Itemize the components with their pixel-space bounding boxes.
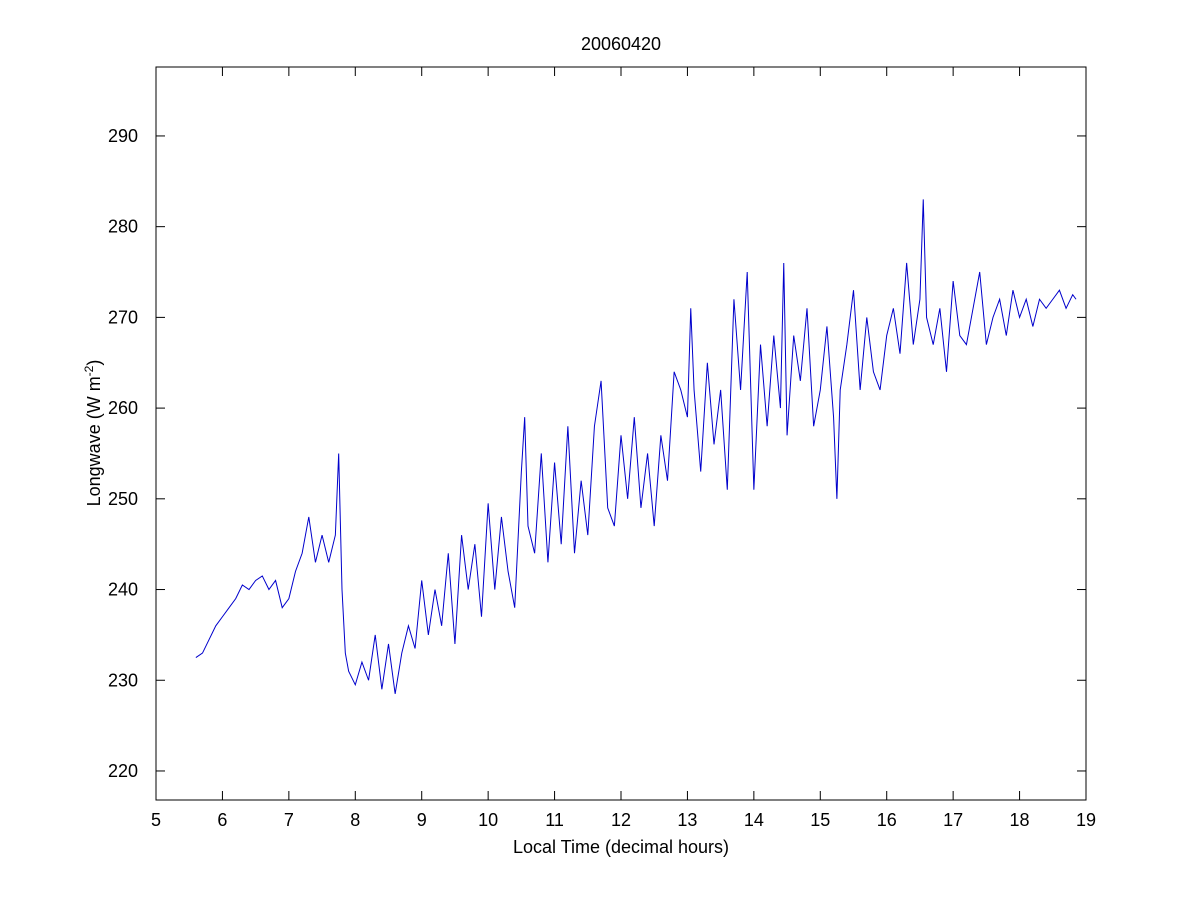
y-label-text: Longwave (W m [84, 376, 104, 506]
y-label-end: ) [84, 360, 104, 366]
y-tick-label: 290 [108, 126, 138, 146]
y-tick-label: 240 [108, 580, 138, 600]
y-tick-label: 270 [108, 307, 138, 327]
y-tick-label: 220 [108, 761, 138, 781]
x-tick-label: 19 [1076, 810, 1096, 830]
x-tick-label: 16 [877, 810, 897, 830]
x-tick-label: 8 [350, 810, 360, 830]
x-tick-label: 15 [810, 810, 830, 830]
y-tick-label: 280 [108, 217, 138, 237]
x-tick-label: 7 [284, 810, 294, 830]
y-label-sup: -2 [82, 365, 96, 376]
x-axis-label: Local Time (decimal hours) [513, 837, 729, 857]
data-line [195, 199, 1077, 694]
x-tick-label: 5 [151, 810, 161, 830]
chart-title: 20060420 [581, 34, 661, 54]
y-tick-label: 250 [108, 489, 138, 509]
x-tick-label: 13 [677, 810, 697, 830]
x-tick-label: 12 [611, 810, 631, 830]
x-tick-label: 11 [545, 810, 564, 830]
x-tick-label: 17 [943, 810, 963, 830]
x-tick-label: 10 [478, 810, 498, 830]
x-tick-label: 9 [417, 810, 427, 830]
x-tick-label: 6 [217, 810, 227, 830]
y-axis-label: Longwave (W m-2) [82, 360, 104, 507]
x-tick-label: 18 [1010, 810, 1030, 830]
y-tick-label: 230 [108, 670, 138, 690]
y-tick-label: 260 [108, 398, 138, 418]
x-tick-label: 14 [744, 810, 764, 830]
